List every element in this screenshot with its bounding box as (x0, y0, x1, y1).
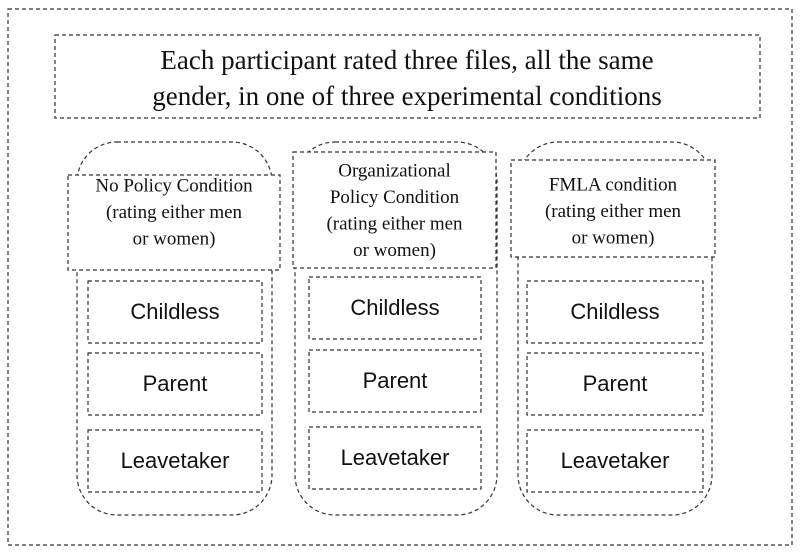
file-label: Childless (130, 299, 219, 324)
file-label: Parent (143, 371, 208, 396)
condition-header-line: FMLA condition (549, 174, 678, 195)
file-box (526, 280, 704, 344)
file-box (308, 276, 482, 340)
condition-header-line: or women) (133, 228, 216, 249)
file-label: Parent (583, 371, 648, 396)
condition-header-line: or women) (572, 227, 655, 248)
condition-header-box (510, 159, 716, 258)
file-box (526, 352, 704, 416)
title-line: gender, in one of three experimental con… (152, 81, 662, 111)
condition-header-line: No Policy Condition (95, 175, 253, 196)
file-label: Leavetaker (561, 448, 670, 473)
condition-header-box (292, 151, 497, 269)
file-label: Leavetaker (341, 445, 450, 470)
file-box (87, 352, 263, 416)
file-box (87, 429, 263, 493)
file-label: Leavetaker (121, 448, 230, 473)
condition-header-line: (rating either men (326, 213, 463, 234)
file-box (526, 429, 704, 493)
title-line: Each participant rated three files, all … (160, 45, 653, 75)
file-label: Childless (350, 295, 439, 320)
file-label: Parent (363, 368, 428, 393)
condition-header-line: Policy Condition (330, 187, 460, 208)
file-box (308, 349, 482, 413)
condition-header-line: (rating either men (106, 202, 243, 223)
condition-header-box (67, 174, 281, 271)
condition-header-line: (rating either men (545, 201, 682, 222)
title-box (54, 34, 761, 119)
file-box (87, 280, 263, 344)
condition-header-line: Organizational (338, 160, 451, 181)
condition-header-line: or women) (353, 240, 436, 261)
file-box (308, 426, 482, 490)
file-label: Childless (570, 299, 659, 324)
